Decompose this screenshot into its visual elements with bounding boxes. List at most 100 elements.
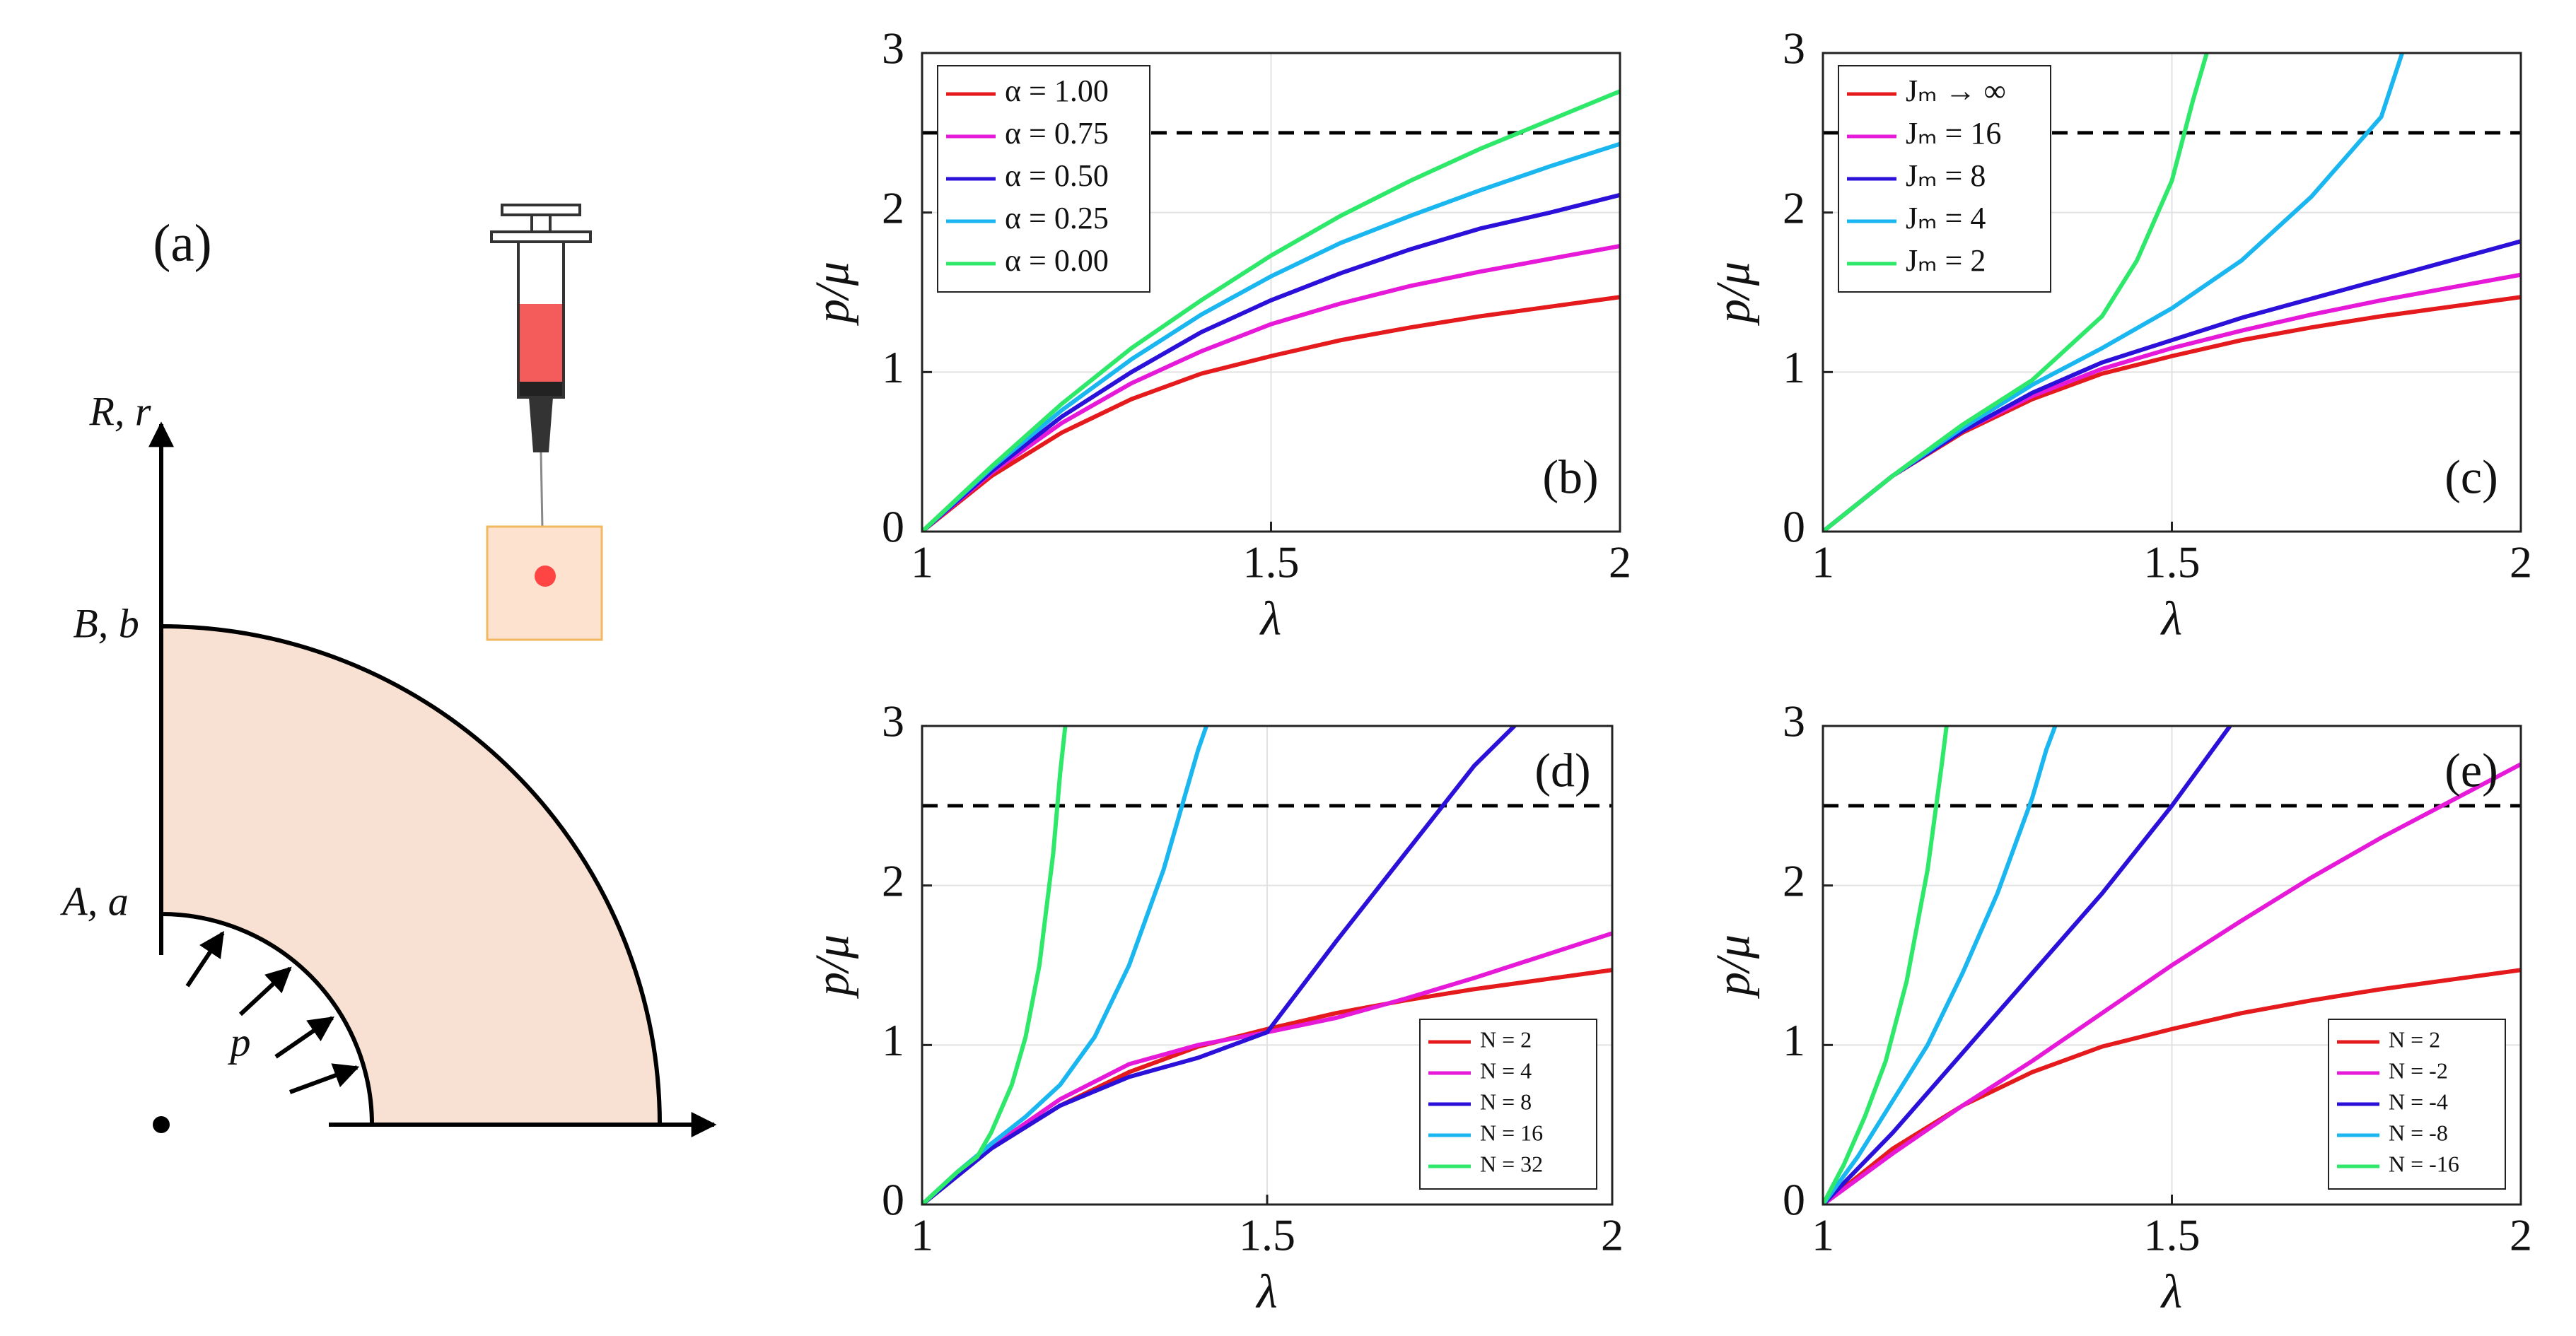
axes-frame (921, 52, 1621, 533)
legend-label: α = 0.75 (1005, 116, 1109, 151)
y-tick-label: 2 (882, 182, 904, 233)
legend-label: N = -4 (2389, 1089, 2448, 1114)
annulus (159, 623, 663, 1127)
panel-label: (a) (153, 214, 211, 273)
liquid (520, 304, 562, 382)
y-tick-label: 2 (882, 855, 904, 906)
x-tick-label: 1 (1812, 1210, 1834, 1260)
data-line (1823, 726, 2058, 1205)
y-tick-label: 3 (1783, 23, 1805, 74)
panel-label: (e) (2444, 744, 2498, 797)
data-line (922, 141, 1620, 532)
legend: N = 2 N = 4 N = 8 N = 16 N = 32 (1419, 1019, 1597, 1190)
radius-label: A, a (59, 878, 128, 924)
arrow (185, 931, 225, 988)
plunger-tip (520, 382, 562, 396)
arrow (238, 966, 292, 1016)
axes-frame (921, 725, 1614, 1206)
legend-label: Jₘ = 2 (1906, 243, 1986, 278)
legend-label: N = 32 (1480, 1151, 1543, 1176)
legend-label: Jₘ → ∞ (1906, 74, 2006, 108)
data-line (922, 244, 1620, 532)
legend-label: N = -2 (2389, 1057, 2448, 1083)
radius-label: B, b (73, 600, 139, 646)
x-tick-label: 1.5 (2144, 1210, 2201, 1260)
legend-label: Jₘ = 8 (1906, 158, 1986, 193)
data-line (922, 192, 1620, 532)
x-tick-label: 2 (2510, 1210, 2532, 1260)
diagram: (a) R, r B, b A, a p (59, 204, 717, 1137)
data-line (1823, 726, 1949, 1205)
legend-label: α = 1.00 (1005, 74, 1109, 108)
y-tick-label: 2 (1783, 182, 1805, 233)
data-line (922, 89, 1620, 532)
legend-label: N = 4 (1480, 1057, 1532, 1083)
x-tick-label: 1 (911, 1210, 933, 1260)
data-line (1823, 53, 2405, 532)
legend-label: Jₘ = 4 (1906, 201, 1986, 235)
tissue (486, 525, 603, 641)
x-tick-label: 1 (911, 537, 933, 587)
x-axis-label: λ (2160, 592, 2182, 645)
y-tick-label: 0 (882, 502, 904, 552)
y-tick-label: 1 (882, 342, 904, 392)
y-axis-label: p/μ (805, 262, 859, 326)
pressure-arrows (185, 931, 360, 1094)
legend-label: Jₘ = 16 (1906, 116, 2001, 151)
axes-frame (1822, 725, 2522, 1206)
legend-label: α = 0.25 (1005, 201, 1109, 235)
legend-label: N = 16 (1480, 1120, 1543, 1145)
data-line (922, 726, 1517, 1205)
legend: Jₘ → ∞ Jₘ = 16 Jₘ = 8 Jₘ = 4 Jₘ = 2 (1838, 65, 2051, 293)
panel-label: (c) (2444, 450, 2498, 504)
y-tick-label: 0 (882, 1175, 904, 1225)
x-tick-label: 2 (2510, 537, 2532, 587)
data-line (1823, 762, 2521, 1205)
origin (153, 1116, 170, 1133)
pressure-label: p (228, 1019, 251, 1065)
plunger-top (501, 204, 581, 216)
legend-label: α = 0.00 (1005, 243, 1109, 278)
panel-label: (b) (1542, 450, 1598, 504)
syringe (486, 204, 603, 641)
y-tick-label: 1 (882, 1015, 904, 1065)
y-axis-label: p/μ (1706, 262, 1760, 326)
x-axis-label: λ (2160, 1265, 2182, 1318)
axis-label: R, r (89, 388, 151, 434)
axes-frame (1822, 52, 2522, 533)
y-tick-label: 0 (1783, 1175, 1805, 1225)
data-line (922, 295, 1620, 532)
legend-label: N = -16 (2389, 1151, 2459, 1176)
y-tick-label: 3 (882, 696, 904, 746)
arrow (289, 1063, 360, 1094)
legend-label: α = 0.50 (1005, 158, 1109, 193)
y-tick-label: 3 (882, 23, 904, 74)
x-tick-label: 1 (1812, 537, 1834, 587)
legend-label: N = 2 (1480, 1026, 1532, 1052)
y-axis-label: p/μ (805, 934, 859, 999)
y-tick-label: 1 (1783, 342, 1805, 392)
y-axis-label: p/μ (1706, 934, 1760, 999)
legend: α = 1.00 α = 0.75 α = 0.50 α = 0.25 α = 0.00 (937, 65, 1150, 293)
y-tick-label: 0 (1783, 502, 1805, 552)
panel-label: (d) (1534, 744, 1590, 797)
data-line (1823, 53, 2209, 532)
legend: N = 2 N = -2 N = -4 N = -8 N = -16 (2328, 1019, 2506, 1190)
arrow (274, 1016, 334, 1059)
y-tick-label: 2 (1783, 855, 1805, 906)
injection-point (535, 566, 556, 587)
x-axis-label: λ (1259, 592, 1281, 645)
legend-label: N = 8 (1480, 1089, 1532, 1114)
flange (490, 230, 592, 243)
x-tick-label: 1.5 (2144, 537, 2201, 587)
legend-label: N = 2 (2389, 1026, 2440, 1052)
x-tick-label: 2 (1609, 537, 1631, 587)
data-line (1823, 726, 2233, 1205)
x-tick-label: 1.5 (1243, 537, 1300, 587)
x-axis-label: λ (1255, 1265, 1277, 1318)
